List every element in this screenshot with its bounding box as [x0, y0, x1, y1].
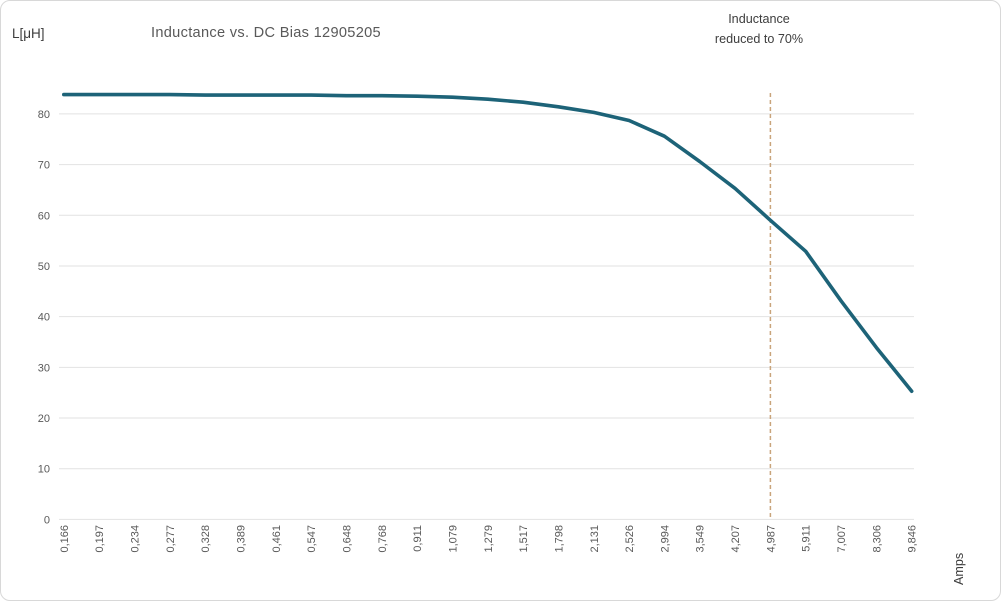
y-tick-label: 30	[38, 362, 50, 374]
x-tick-label: 0,328	[200, 525, 212, 553]
annotation-line-2: reduced to 70%	[714, 32, 804, 46]
x-tick-label: 0,768	[377, 525, 389, 553]
x-tick-label: 0,461	[271, 525, 283, 553]
x-tick-label: 0,547	[306, 525, 318, 553]
x-tick-label: 0,197	[94, 525, 106, 553]
inductance-curve	[62, 92, 914, 393]
y-tick-label: 0	[44, 514, 50, 526]
x-tick-label: 1,279	[483, 525, 495, 553]
x-tick-label: 5,911	[801, 525, 813, 552]
x-tick-label: 4,207	[730, 525, 742, 553]
x-tick-label: 1,517	[518, 525, 530, 553]
x-tick-label: 0,277	[165, 525, 177, 553]
x-tick-label: 2,994	[659, 525, 671, 553]
y-tick-label: 50	[38, 261, 50, 273]
chart-title: Inductance vs. DC Bias 12905205	[151, 25, 381, 41]
x-tick-label: 0,234	[129, 525, 141, 553]
x-tick-label: 1,798	[553, 525, 565, 553]
x-tick-label: 0,911	[412, 525, 424, 552]
x-tick-label: 3,549	[695, 525, 707, 553]
annotation-line-1: Inductance	[728, 12, 790, 26]
x-tick-label: 0,648	[341, 525, 353, 553]
x-tick-label: 9,846	[907, 525, 919, 553]
y-tick-label: 10	[38, 464, 50, 476]
reference-annotation: Inductance reduced to 70%	[634, 9, 884, 49]
x-tick-label: 8,306	[871, 525, 883, 553]
y-tick-label: 40	[38, 312, 50, 324]
x-axis-unit-label: Amps	[952, 553, 966, 585]
y-axis-unit-label: L[μH]	[12, 26, 45, 41]
y-tick-label: 60	[38, 210, 50, 222]
x-tick-label: 1,079	[447, 525, 459, 553]
x-tick-label: 2,131	[589, 525, 601, 553]
x-tick-label: 2,526	[624, 525, 636, 553]
x-tick-label: 7,007	[836, 525, 848, 553]
y-tick-label: 70	[38, 160, 50, 172]
y-tick-label: 20	[38, 413, 50, 425]
x-tick-label: 0,389	[235, 525, 247, 553]
x-tick-label: 4,987	[765, 525, 777, 553]
x-tick-label: 0,166	[59, 525, 71, 553]
y-tick-label: 80	[38, 109, 50, 121]
